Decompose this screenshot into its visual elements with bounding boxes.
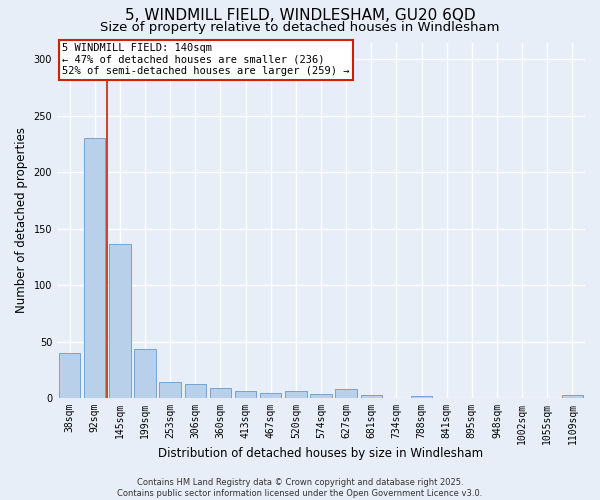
X-axis label: Distribution of detached houses by size in Windlesham: Distribution of detached houses by size … (158, 447, 484, 460)
Bar (260, 392, 281, 398)
Y-axis label: Number of detached properties: Number of detached properties (15, 128, 28, 314)
Bar (335, 389, 357, 398)
Bar (562, 395, 583, 398)
Bar (160, 382, 181, 398)
Text: Contains HM Land Registry data © Crown copyright and database right 2025.
Contai: Contains HM Land Registry data © Crown c… (118, 478, 482, 498)
Bar (84, 138, 106, 398)
Bar (59, 353, 80, 398)
Bar (285, 392, 307, 398)
Text: 5 WINDMILL FIELD: 140sqm
← 47% of detached houses are smaller (236)
52% of semi-: 5 WINDMILL FIELD: 140sqm ← 47% of detach… (62, 43, 350, 76)
Bar (361, 395, 382, 398)
Bar (411, 396, 432, 398)
Bar (210, 388, 231, 398)
Bar (235, 392, 256, 398)
Bar (310, 394, 332, 398)
Text: 5, WINDMILL FIELD, WINDLESHAM, GU20 6QD: 5, WINDMILL FIELD, WINDLESHAM, GU20 6QD (125, 8, 475, 22)
Bar (134, 348, 156, 398)
Text: Size of property relative to detached houses in Windlesham: Size of property relative to detached ho… (100, 21, 500, 34)
Bar (109, 244, 131, 398)
Bar (185, 384, 206, 398)
